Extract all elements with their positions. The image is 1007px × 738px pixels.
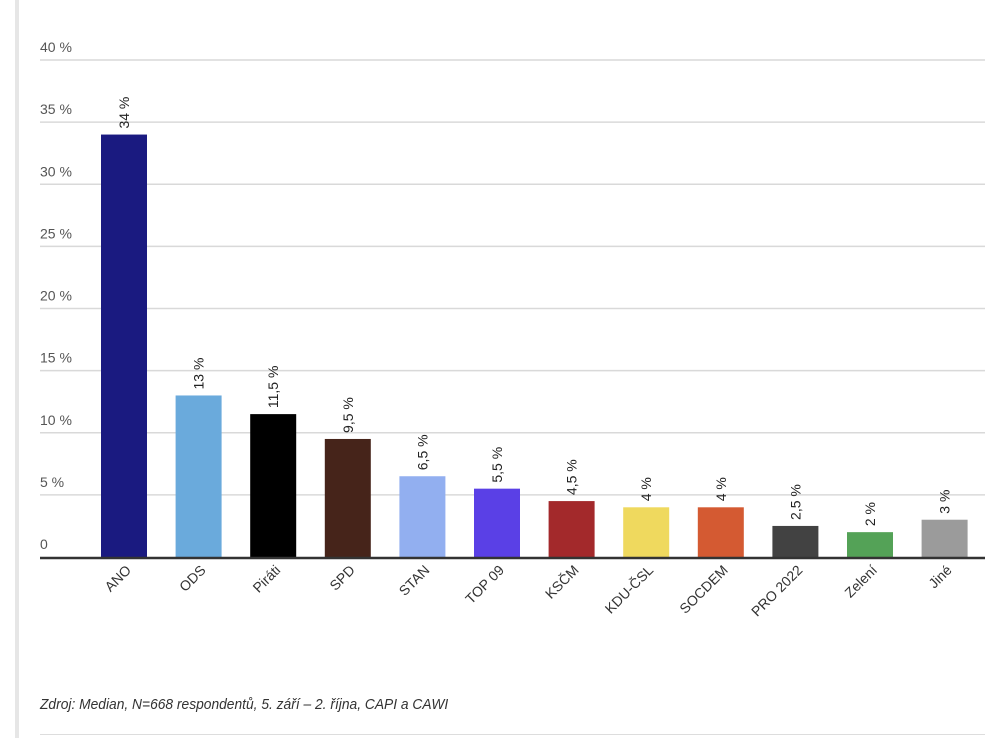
bars	[101, 134, 968, 558]
y-tick-label: 0	[40, 536, 48, 552]
x-tick-label: TOP 09	[462, 562, 507, 607]
y-tick-label: 10 %	[40, 412, 72, 428]
bar-2	[175, 395, 222, 557]
x-tick-label: Jiné	[925, 562, 955, 592]
x-tick-label: KDU-ČSL	[602, 562, 657, 617]
data-label: 4,5 %	[564, 459, 580, 495]
x-tick-label: ODS	[176, 562, 209, 595]
source-note: Zdroj: Median, N=668 respondentů, 5. zář…	[40, 696, 449, 713]
y-tick-label: 15 %	[40, 350, 72, 366]
data-label: 11,5 %	[265, 366, 281, 409]
x-tick-label: PRO 2022	[748, 562, 806, 620]
y-tick-label: 35 %	[40, 101, 72, 117]
y-tick-label: 40 %	[40, 39, 72, 55]
x-tick-label: KSČM	[542, 562, 582, 602]
bar-1	[101, 134, 147, 558]
bar-6	[474, 488, 520, 557]
y-tick-label: 5 %	[40, 474, 64, 490]
y-tick-label: 30 %	[40, 163, 72, 179]
data-label: 4 %	[713, 477, 729, 501]
left-border	[15, 0, 19, 738]
y-tick-label: 20 %	[40, 288, 72, 304]
x-tick-label: STAN	[396, 562, 433, 599]
data-label: 6,5 %	[414, 434, 430, 470]
x-tick-label: SOCDEM	[676, 562, 731, 617]
x-tick-label: Zelení	[841, 562, 880, 601]
y-tick-label: 25 %	[40, 225, 72, 241]
bar-10	[772, 525, 819, 557]
data-label: 9,5 %	[340, 397, 356, 433]
bar-7	[548, 501, 595, 557]
bar-5	[399, 476, 446, 557]
data-label: 2 %	[862, 502, 878, 526]
data-label: 3 %	[937, 490, 953, 514]
bar-chart: 0 5 % 10 % 15 % 20 % 25 % 30 % 35 % 40 % 34 % 13 …	[40, 39, 985, 620]
x-tick-label: SPD	[326, 562, 358, 594]
data-labels: 34 % 13 % 11,5 % 9,5 % 6,5 % 5,5 % 4,5 % 4 % 4 %…	[116, 97, 953, 527]
bar-8	[623, 507, 670, 557]
data-label: 5,5 %	[489, 447, 505, 483]
gridlines	[40, 59, 985, 496]
data-label: 2,5 %	[787, 484, 803, 520]
bar-4	[324, 438, 371, 557]
bar-11	[847, 532, 893, 557]
bottom-divider	[40, 734, 985, 735]
bar-9	[697, 507, 744, 557]
data-label: 13 %	[191, 358, 207, 390]
data-label: 4 %	[638, 477, 654, 501]
x-tick-label: Piráti	[249, 562, 283, 596]
x-axis-labels: ANO ODS Piráti SPD STAN TOP 09 KSČM KDU-ČSL SOCD…	[101, 562, 955, 620]
y-axis-ticks: 0 5 % 10 % 15 % 20 % 25 % 30 % 35 % 40 %	[40, 39, 72, 552]
data-label: 34 %	[116, 97, 132, 129]
x-tick-label: ANO	[101, 562, 134, 595]
bar-3	[250, 414, 297, 557]
bar-12	[921, 519, 968, 557]
